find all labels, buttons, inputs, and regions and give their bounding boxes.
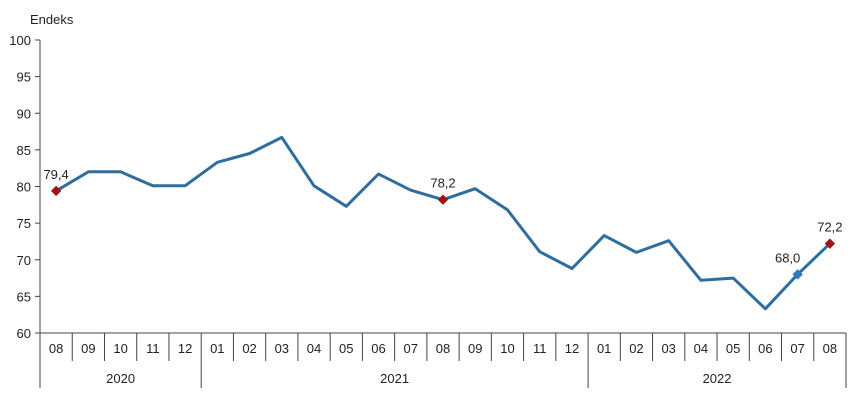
x-tick-label: 11: [146, 341, 160, 356]
x-tick-label: 03: [275, 341, 289, 356]
y-tick-label: 65: [17, 289, 31, 304]
data-label: 72,2: [817, 220, 842, 235]
x-tick-label: 12: [565, 341, 579, 356]
x-tick-label: 10: [113, 341, 127, 356]
x-tick-label: 05: [339, 341, 353, 356]
x-tick-label: 08: [49, 341, 63, 356]
x-tick-label: 06: [371, 341, 385, 356]
x-tick-label: 01: [210, 341, 224, 356]
data-point-marker: [792, 269, 803, 280]
y-tick-label: 70: [17, 253, 31, 268]
x-tick-label: 01: [597, 341, 611, 356]
y-tick-label: 90: [17, 106, 31, 121]
y-tick-label: 95: [17, 70, 31, 85]
x-tick-label: 05: [726, 341, 740, 356]
y-tick-label: 85: [17, 143, 31, 158]
year-label: 2021: [380, 371, 409, 386]
data-point-marker: [437, 194, 449, 205]
y-axis-title: Endeks: [30, 12, 74, 27]
x-tick-label: 06: [758, 341, 772, 356]
y-tick-label: 80: [17, 180, 31, 195]
x-axis: 08 09 10 11 12 01 02 03 04 05 06 07 08 09 10 11 12 01 02 03…: [39, 332, 847, 388]
series-line: [54, 135, 832, 311]
x-tick-label: 08: [436, 341, 450, 356]
x-tick-label: 02: [629, 341, 643, 356]
x-tick-label: 10: [500, 341, 514, 356]
y-tick-label: 75: [17, 216, 31, 231]
x-tick-label: 04: [694, 341, 708, 356]
x-tick-label: 07: [404, 341, 418, 356]
year-label: 2020: [106, 371, 135, 386]
x-tick-label: 03: [661, 341, 675, 356]
data-point-marker: [824, 238, 836, 249]
annotation-layer: 79,4 78,2 68,0 72,2: [43, 167, 843, 280]
x-tick-label: 07: [790, 341, 804, 356]
y-tick-label: 60: [17, 326, 31, 341]
x-tick-label: 08: [823, 341, 837, 356]
x-tick-label: 11: [533, 341, 547, 356]
data-point-marker: [50, 185, 62, 197]
series-layer: [54, 135, 832, 311]
x-tick-label: 04: [307, 341, 321, 356]
y-tick-label: 100: [9, 33, 31, 48]
x-tick-label: 09: [468, 341, 482, 356]
year-label: 2022: [703, 371, 732, 386]
data-label: 79,4: [43, 167, 68, 182]
x-tick-label: 12: [178, 341, 192, 356]
x-tick-label: 02: [242, 341, 256, 356]
data-label: 68,0: [775, 250, 800, 265]
x-tick-label: 09: [81, 341, 95, 356]
y-axis: 60 65 70 75 80 85 90 95 100: [9, 33, 41, 341]
data-label: 78,2: [430, 176, 455, 191]
